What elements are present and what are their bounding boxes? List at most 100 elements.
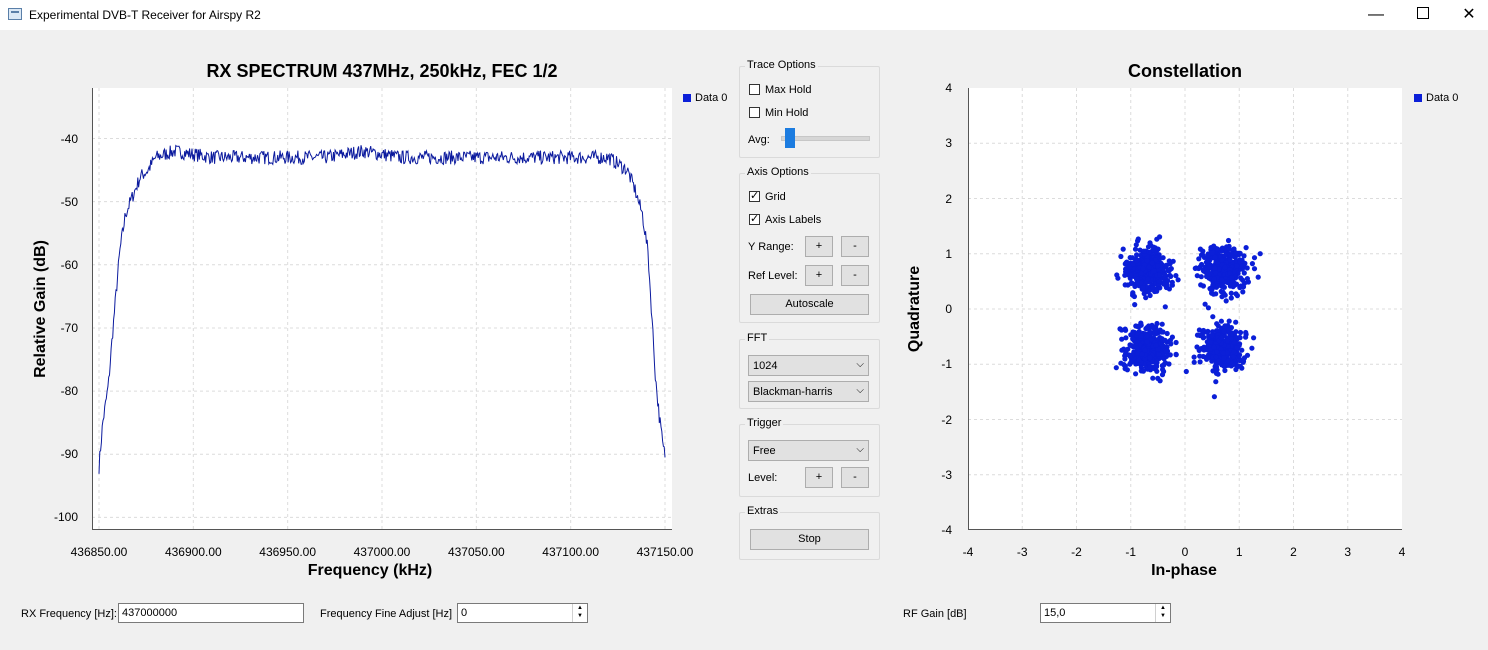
spectrum-y-tick-label: -60: [60, 257, 78, 272]
trace-options-title: Trace Options: [745, 59, 818, 71]
stop-button[interactable]: Stop: [750, 529, 869, 550]
constellation-point: [1159, 351, 1166, 357]
min-hold-checkbox[interactable]: Min Hold: [749, 107, 808, 119]
constellation-point: [1212, 265, 1218, 271]
constellation-point: [1211, 276, 1217, 282]
avg-slider-handle[interactable]: [784, 128, 795, 148]
y-range-plus-button[interactable]: +: [805, 236, 833, 257]
trigger-minus-button[interactable]: -: [841, 467, 869, 488]
constellation-point: [1206, 264, 1212, 270]
constellation-point: [1211, 394, 1217, 400]
constellation-point: [1128, 272, 1134, 278]
constellation-point: [1235, 363, 1241, 369]
constellation-point: [1226, 318, 1232, 324]
minimize-button[interactable]: —: [1368, 6, 1384, 23]
constellation-point: [1249, 345, 1255, 351]
spectrum-y-tick-label: -50: [60, 194, 78, 209]
constellation-point: [1222, 252, 1228, 258]
ref-level-plus-button[interactable]: +: [805, 265, 833, 286]
axis-labels-checkbox[interactable]: Axis Labels: [749, 212, 821, 226]
maximize-button[interactable]: [1400, 0, 1446, 30]
constellation-plot[interactable]: [968, 88, 1402, 530]
constellation-point: [1218, 335, 1224, 341]
spectrum-title: RX SPECTRUM 437MHz, 250kHz, FEC 1/2: [206, 61, 558, 81]
constellation-point: [1222, 292, 1228, 298]
constellation-point: [1140, 368, 1146, 374]
constellation-x-tick-label: -1: [1125, 545, 1137, 559]
constellation-point: [1211, 344, 1217, 350]
spectrum-x-tick-label: 436850.00: [70, 545, 128, 559]
spin-arrows-icon[interactable]: ▲ ▼: [572, 604, 587, 622]
spectrum-trace: [98, 144, 666, 474]
constellation-point: [1167, 352, 1173, 358]
constellation-x-tick-label: 0: [1181, 545, 1189, 559]
spectrum-plot[interactable]: [92, 88, 672, 530]
constellation-ylabel: Quadrature: [906, 265, 923, 353]
spectrum-x-tick-label: 437050.00: [447, 545, 505, 559]
avg-slider-track[interactable]: [781, 136, 870, 141]
grid-label: Grid: [765, 191, 786, 203]
fine-adjust-spinbox[interactable]: 0 ▲ ▼: [457, 603, 588, 623]
constellation-point: [1196, 256, 1202, 262]
spectrum-y-tick-label: -70: [60, 320, 78, 335]
y-range-minus-button[interactable]: -: [841, 236, 869, 257]
ref-level-label: Ref Level:: [748, 270, 798, 282]
constellation-point: [1222, 367, 1228, 374]
y-range-label: Y Range:: [748, 241, 794, 253]
trigger-plus-button[interactable]: +: [805, 467, 833, 488]
trigger-level-label: Level:: [748, 472, 778, 484]
constellation-point: [1209, 332, 1215, 339]
spin-arrows-icon[interactable]: ▲ ▼: [1155, 604, 1170, 622]
constellation-point: [1227, 270, 1233, 276]
max-hold-checkbox[interactable]: Max Hold: [749, 84, 811, 96]
trigger-mode-select[interactable]: Free ⌵: [748, 440, 869, 461]
constellation-point: [1122, 363, 1128, 369]
constellation-x-tick-label: 1: [1235, 545, 1243, 559]
constellation-point: [1163, 348, 1169, 354]
constellation-point: [1234, 345, 1240, 351]
spectrum-x-tick-label: 436950.00: [259, 545, 317, 559]
grid-checkbox[interactable]: Grid: [749, 189, 786, 203]
close-button[interactable]: ✕: [1462, 6, 1476, 23]
constellation-point: [1141, 248, 1147, 254]
rf-gain-spinbox[interactable]: 15,0 ▲ ▼: [1040, 603, 1171, 623]
constellation-point: [1209, 250, 1215, 256]
constellation-point: [1132, 302, 1138, 308]
constellation-point: [1150, 375, 1156, 381]
ref-level-minus-button[interactable]: -: [841, 265, 869, 286]
fft-window-select[interactable]: Blackman-harris ⌵: [748, 381, 869, 402]
constellation-point: [1175, 277, 1181, 283]
fine-adjust-label: Frequency Fine Adjust [Hz]: [320, 608, 453, 620]
checkbox-box: [749, 212, 760, 225]
fft-size-select[interactable]: 1024 ⌵: [748, 355, 869, 376]
constellation-point: [1119, 347, 1125, 353]
constellation-point: [1164, 282, 1170, 288]
constellation-point: [1220, 350, 1226, 356]
spectrum-x-tick-label: 436900.00: [164, 545, 222, 559]
constellation-point: [1147, 329, 1153, 335]
constellation-point: [1194, 273, 1200, 279]
constellation-point: [1199, 261, 1205, 268]
rx-frequency-input[interactable]: 437000000: [118, 603, 304, 623]
constellation-point: [1231, 349, 1237, 355]
constellation-point: [1159, 329, 1165, 335]
autoscale-button[interactable]: Autoscale: [750, 294, 869, 315]
min-hold-label: Min Hold: [765, 107, 809, 119]
constellation-point: [1228, 290, 1234, 296]
constellation-point: [1200, 252, 1206, 258]
constellation-canvas: [968, 88, 1402, 530]
constellation-point: [1153, 342, 1159, 348]
constellation-point: [1113, 365, 1119, 371]
constellation-point: [1243, 245, 1249, 251]
constellation-point: [1215, 323, 1221, 329]
chevron-down-icon: ⌵: [856, 359, 864, 370]
constellation-point: [1240, 358, 1247, 364]
constellation-point: [1119, 336, 1125, 342]
spectrum-xlabel: Frequency (kHz): [307, 562, 433, 579]
constellation-point: [1168, 273, 1174, 279]
constellation-point: [1233, 319, 1239, 325]
constellation-point: [1133, 242, 1139, 248]
constellation-point: [1117, 326, 1123, 332]
constellation-point: [1129, 280, 1135, 286]
constellation-point: [1130, 290, 1136, 296]
